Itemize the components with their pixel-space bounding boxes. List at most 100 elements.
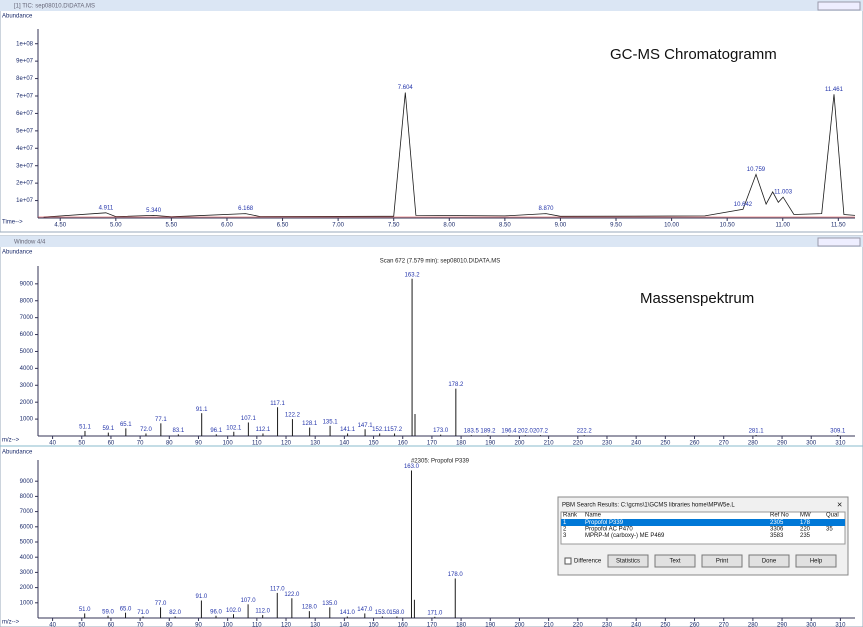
x-axis-label: m/z--> [2, 620, 20, 626]
peak-label: 107.1 [241, 416, 257, 422]
cell: 220 [800, 527, 811, 533]
annotation: Massenspektrum [640, 290, 754, 307]
x-tick-label: 120 [281, 623, 292, 627]
peak-label: 309.1 [830, 429, 846, 435]
y-tick-label: 2000 [20, 585, 34, 591]
y-tick-label: 3000 [20, 570, 34, 576]
peak-label: 6.168 [238, 206, 254, 212]
x-tick-label: 8.50 [499, 223, 511, 229]
peak-label: 7.604 [398, 85, 414, 91]
x-tick-label: 160 [398, 441, 409, 447]
cell: MPRP-M (carboxy-) ME P469 [585, 533, 665, 539]
column-header: Qual [826, 513, 839, 519]
selected-row[interactable] [561, 519, 845, 526]
peak-label: 8.870 [538, 206, 554, 212]
x-tick-label: 130 [310, 623, 321, 627]
cell: 3583 [770, 533, 784, 539]
x-tick-label: 250 [660, 441, 671, 447]
y-tick-label: 6e+07 [16, 111, 34, 117]
x-tick-label: 5.50 [166, 223, 178, 229]
x-tick-label: 160 [398, 623, 409, 627]
y-axis-label: Abundance [2, 250, 33, 256]
x-tick-label: 270 [719, 623, 730, 627]
x-tick-label: 220 [573, 441, 584, 447]
y-tick-label: 6000 [20, 332, 34, 338]
y-tick-label: 5000 [20, 349, 34, 355]
y-tick-label: 8e+07 [16, 76, 34, 82]
x-tick-label: 290 [777, 623, 788, 627]
peak-label: 4.911 [99, 205, 114, 211]
x-tick-label: 40 [49, 623, 56, 627]
close-button[interactable]: × [837, 499, 842, 509]
peak-label: 82.0 [169, 610, 181, 616]
button-label: Print [716, 559, 729, 565]
cell: 2 [563, 527, 567, 533]
y-tick-label: 1e+08 [16, 41, 34, 47]
peak-label: 91.1 [196, 407, 208, 413]
peak-label: 51.0 [79, 607, 91, 613]
y-tick-label: 7000 [20, 509, 34, 515]
x-tick-label: 9.50 [610, 223, 622, 229]
button-label: Done [762, 559, 777, 565]
y-tick-label: 4e+07 [16, 146, 34, 152]
window-buttons[interactable] [817, 237, 861, 247]
x-tick-label: 190 [485, 441, 496, 447]
peak-label: 163.2 [405, 272, 421, 278]
cell: Propofol AC P470 [585, 527, 633, 533]
peak-label: 96.0 [210, 609, 222, 615]
x-tick-label: 10.00 [664, 223, 680, 229]
peak-label: 152.1 [372, 427, 388, 433]
checkbox-label: Difference [574, 559, 602, 565]
peak-label: 141.0 [340, 610, 356, 616]
x-tick-label: 90 [195, 441, 202, 447]
peak-label: 163.0 [404, 464, 420, 470]
button[interactable] [701, 554, 743, 568]
button[interactable] [748, 554, 790, 568]
peak-label: 178.0 [448, 572, 464, 578]
x-tick-label: 240 [631, 623, 642, 627]
peak-label: 189.2 [480, 429, 496, 435]
x-tick-label: 150 [369, 441, 380, 447]
x-tick-label: 10.50 [720, 223, 736, 229]
y-tick-label: 9000 [20, 281, 34, 287]
peak-label: 135.1 [323, 419, 339, 425]
peak-label: 128.1 [302, 421, 318, 427]
x-tick-label: 230 [602, 441, 613, 447]
peak-label: 72.0 [140, 427, 152, 433]
x-tick-label: 4.50 [54, 223, 66, 229]
x-tick-label: 90 [195, 623, 202, 627]
x-tick-label: 130 [310, 441, 321, 447]
x-tick-label: 5.00 [110, 223, 122, 229]
y-tick-label: 9e+07 [16, 59, 34, 65]
x-tick-label: 260 [690, 623, 701, 627]
button-label: Help [810, 559, 823, 565]
peak-label: 117.1 [270, 401, 285, 407]
x-tick-label: 280 [748, 623, 759, 627]
x-tick-label: 210 [544, 623, 555, 627]
peak-label: 281.1 [749, 429, 765, 435]
y-axis-label: Abundance [2, 14, 33, 20]
peak-label: 178.2 [448, 382, 464, 388]
x-tick-label: 180 [456, 623, 467, 627]
peak-label: 135.0 [322, 601, 338, 607]
x-tick-label: 280 [748, 441, 759, 447]
x-tick-label: 110 [252, 623, 262, 627]
window-buttons[interactable] [817, 1, 861, 11]
x-tick-label: 120 [281, 441, 292, 447]
y-tick-label: 7e+07 [16, 94, 34, 100]
cell: Propofol P339 [585, 520, 624, 526]
button[interactable] [654, 554, 696, 568]
peak-label: 117.0 [270, 586, 285, 592]
peak-label: 202.0 [518, 429, 534, 435]
checkbox[interactable] [564, 557, 572, 565]
x-tick-label: 80 [166, 441, 173, 447]
y-tick-label: 3e+07 [16, 163, 34, 169]
peak-label: 158.0 [389, 610, 405, 616]
button[interactable] [795, 554, 837, 568]
button[interactable] [607, 554, 649, 568]
x-tick-label: 220 [573, 623, 584, 627]
y-tick-label: 9000 [20, 479, 34, 485]
y-tick-label: 1e+07 [16, 198, 34, 204]
x-tick-label: 6.50 [277, 223, 289, 229]
